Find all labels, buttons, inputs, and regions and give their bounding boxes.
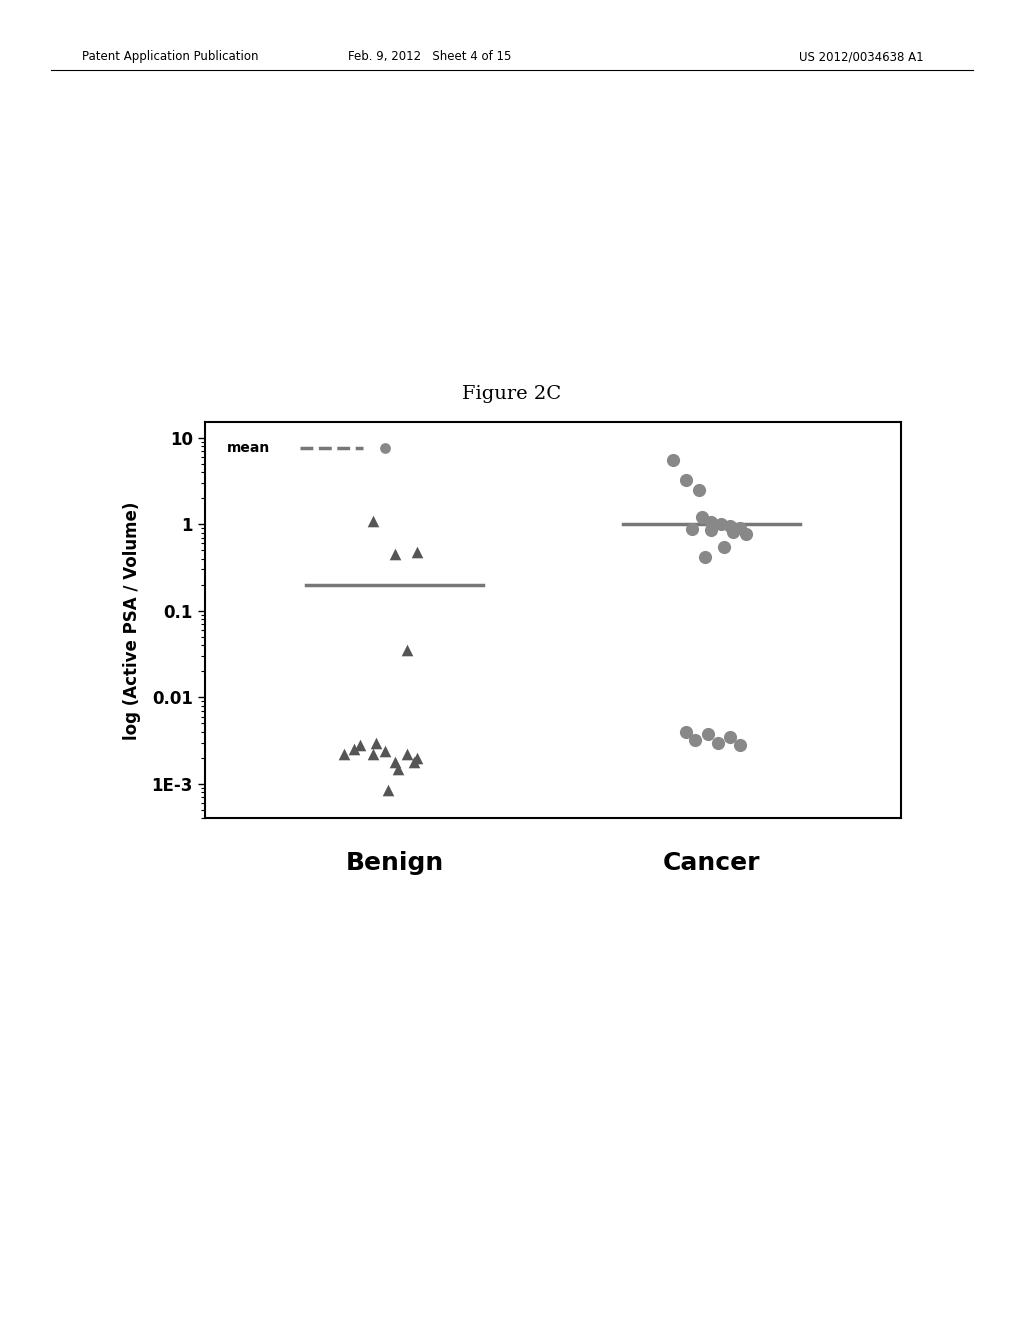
- Text: Cancer: Cancer: [663, 851, 760, 875]
- Point: [365, 743, 381, 764]
- Point: [377, 438, 393, 459]
- Point: [336, 743, 352, 764]
- Text: Benign: Benign: [345, 851, 443, 875]
- Y-axis label: log (Active PSA / Volume): log (Active PSA / Volume): [123, 502, 140, 739]
- Point: [665, 450, 681, 471]
- Point: [678, 470, 694, 491]
- Point: [351, 735, 368, 756]
- Point: [722, 516, 738, 537]
- Text: Figure 2C: Figure 2C: [463, 384, 561, 403]
- Point: [678, 721, 694, 742]
- Point: [713, 513, 729, 535]
- Point: [731, 735, 748, 756]
- Point: [687, 730, 703, 751]
- Point: [365, 510, 381, 531]
- Point: [409, 541, 425, 562]
- Point: [345, 739, 361, 760]
- Point: [716, 536, 732, 557]
- Point: [699, 723, 716, 744]
- Point: [380, 780, 396, 801]
- Point: [386, 544, 402, 565]
- Point: [696, 546, 713, 568]
- Point: [399, 640, 416, 661]
- Text: US 2012/0034638 A1: US 2012/0034638 A1: [799, 50, 924, 63]
- Point: [722, 726, 738, 747]
- Point: [690, 479, 707, 500]
- Point: [406, 751, 422, 772]
- Point: [703, 512, 720, 533]
- Point: [693, 507, 710, 528]
- Point: [731, 517, 748, 539]
- Point: [377, 741, 393, 762]
- Point: [703, 520, 720, 541]
- Point: [386, 751, 402, 772]
- Text: mean: mean: [227, 441, 270, 455]
- Point: [684, 519, 700, 540]
- Point: [738, 523, 755, 544]
- Point: [710, 733, 726, 754]
- Point: [409, 747, 425, 768]
- Point: [399, 743, 416, 764]
- Point: [368, 733, 384, 754]
- Text: Patent Application Publication: Patent Application Publication: [82, 50, 258, 63]
- Point: [390, 758, 407, 779]
- Text: Feb. 9, 2012   Sheet 4 of 15: Feb. 9, 2012 Sheet 4 of 15: [348, 50, 512, 63]
- Point: [725, 521, 741, 543]
